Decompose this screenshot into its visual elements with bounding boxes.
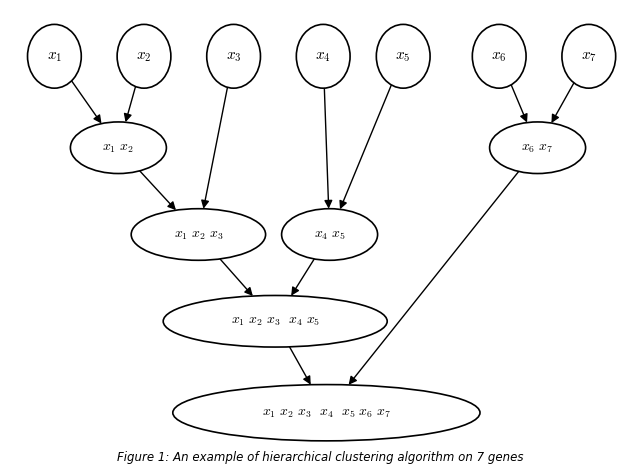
Text: $x_5$: $x_5$ bbox=[396, 49, 411, 64]
Ellipse shape bbox=[562, 24, 616, 88]
Text: $x_1\ x_2$: $x_1\ x_2$ bbox=[102, 141, 134, 155]
Text: $x_1\ x_2\ x_3\ \ x_4\ \ x_5\ x_6\ x_7$: $x_1\ x_2\ x_3\ \ x_4\ \ x_5\ x_6\ x_7$ bbox=[262, 406, 391, 420]
Ellipse shape bbox=[472, 24, 526, 88]
Ellipse shape bbox=[207, 24, 260, 88]
Ellipse shape bbox=[282, 209, 378, 260]
Text: $x_1\ x_2\ x_3\ \ x_4\ x_5$: $x_1\ x_2\ x_3\ \ x_4\ x_5$ bbox=[230, 314, 320, 328]
Text: $x_1\ x_2\ x_3$: $x_1\ x_2\ x_3$ bbox=[173, 227, 223, 242]
Ellipse shape bbox=[163, 295, 387, 347]
Ellipse shape bbox=[173, 385, 480, 441]
Text: Figure 1: An example of hierarchical clustering algorithm on 7 genes: Figure 1: An example of hierarchical clu… bbox=[116, 451, 524, 464]
Text: $x_2$: $x_2$ bbox=[136, 49, 152, 64]
Ellipse shape bbox=[490, 122, 586, 174]
Text: $x_6$: $x_6$ bbox=[492, 49, 507, 64]
Text: $x_7$: $x_7$ bbox=[581, 49, 596, 64]
Text: $x_4\ x_5$: $x_4\ x_5$ bbox=[314, 227, 346, 242]
Text: $x_1$: $x_1$ bbox=[47, 49, 62, 64]
Text: $x_3$: $x_3$ bbox=[226, 49, 241, 64]
Ellipse shape bbox=[70, 122, 166, 174]
Ellipse shape bbox=[117, 24, 171, 88]
Ellipse shape bbox=[376, 24, 430, 88]
Ellipse shape bbox=[131, 209, 266, 260]
Ellipse shape bbox=[296, 24, 350, 88]
Text: $x_6\ x_7$: $x_6\ x_7$ bbox=[522, 141, 554, 155]
Ellipse shape bbox=[28, 24, 81, 88]
Text: $x_4$: $x_4$ bbox=[316, 49, 331, 64]
